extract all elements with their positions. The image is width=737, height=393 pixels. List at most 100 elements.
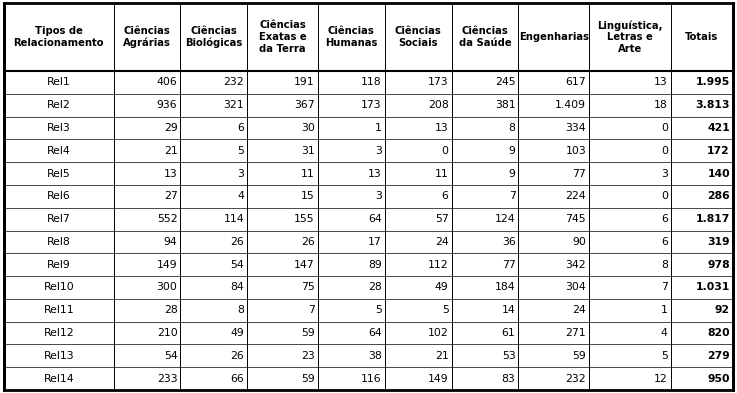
Text: 233: 233 <box>157 374 178 384</box>
Text: 11: 11 <box>301 169 315 178</box>
Text: Rel1: Rel1 <box>47 77 71 87</box>
Text: 89: 89 <box>368 260 382 270</box>
Text: 3: 3 <box>661 169 668 178</box>
Text: 232: 232 <box>565 374 586 384</box>
Text: 0: 0 <box>661 191 668 201</box>
Text: 4: 4 <box>237 191 244 201</box>
Text: 304: 304 <box>565 283 586 292</box>
Text: 0: 0 <box>661 123 668 133</box>
Text: 49: 49 <box>435 283 449 292</box>
Text: 279: 279 <box>708 351 730 361</box>
Text: 5: 5 <box>661 351 668 361</box>
Text: 1: 1 <box>375 123 382 133</box>
Text: Rel4: Rel4 <box>47 146 71 156</box>
Text: 7: 7 <box>509 191 515 201</box>
Text: 59: 59 <box>301 374 315 384</box>
Text: 31: 31 <box>301 146 315 156</box>
Text: 5: 5 <box>237 146 244 156</box>
Text: Rel9: Rel9 <box>47 260 71 270</box>
Text: 49: 49 <box>231 328 244 338</box>
Text: 184: 184 <box>495 283 515 292</box>
Text: 3: 3 <box>375 191 382 201</box>
Text: Ciências
Exatas e
da Terra: Ciências Exatas e da Terra <box>259 20 307 53</box>
Text: 406: 406 <box>157 77 178 87</box>
Text: Rel5: Rel5 <box>47 169 71 178</box>
Text: Totais: Totais <box>685 32 719 42</box>
Text: 59: 59 <box>301 328 315 338</box>
Text: 75: 75 <box>301 283 315 292</box>
Text: 7: 7 <box>308 305 315 315</box>
Text: 59: 59 <box>573 351 586 361</box>
Text: 232: 232 <box>224 77 244 87</box>
Text: 114: 114 <box>224 214 244 224</box>
Text: 27: 27 <box>164 191 178 201</box>
Text: 61: 61 <box>502 328 515 338</box>
Text: Rel8: Rel8 <box>47 237 71 247</box>
Text: 103: 103 <box>565 146 586 156</box>
Text: Ciências
Biológicas: Ciências Biológicas <box>185 26 242 48</box>
Text: 13: 13 <box>435 123 449 133</box>
Text: 7: 7 <box>661 283 668 292</box>
Text: 6: 6 <box>237 123 244 133</box>
Text: Ciências
da Saúde: Ciências da Saúde <box>458 26 511 48</box>
Text: Ciências
Sociais: Ciências Sociais <box>395 26 441 48</box>
Text: 334: 334 <box>565 123 586 133</box>
Text: 53: 53 <box>502 351 515 361</box>
Text: 820: 820 <box>708 328 730 338</box>
Text: Ciências
Agrárias: Ciências Agrárias <box>123 26 171 48</box>
Text: 978: 978 <box>708 260 730 270</box>
Text: 1.409: 1.409 <box>555 100 586 110</box>
Text: Ciências
Humanas: Ciências Humanas <box>325 26 377 48</box>
Text: 342: 342 <box>565 260 586 270</box>
Text: 84: 84 <box>231 283 244 292</box>
Text: 6: 6 <box>441 191 449 201</box>
Text: 54: 54 <box>164 351 178 361</box>
Text: 210: 210 <box>157 328 178 338</box>
Text: 6: 6 <box>661 237 668 247</box>
Text: 77: 77 <box>573 169 586 178</box>
Text: 11: 11 <box>435 169 449 178</box>
Text: 149: 149 <box>157 260 178 270</box>
Text: Rel2: Rel2 <box>47 100 71 110</box>
Text: 29: 29 <box>164 123 178 133</box>
Text: 3: 3 <box>375 146 382 156</box>
Text: 18: 18 <box>654 100 668 110</box>
Text: 421: 421 <box>708 123 730 133</box>
Text: 3: 3 <box>237 169 244 178</box>
Text: 1.031: 1.031 <box>696 283 730 292</box>
Text: 54: 54 <box>231 260 244 270</box>
Text: 64: 64 <box>368 214 382 224</box>
Text: Rel10: Rel10 <box>43 283 74 292</box>
Text: 26: 26 <box>231 237 244 247</box>
Text: 8: 8 <box>237 305 244 315</box>
Text: 208: 208 <box>428 100 449 110</box>
Text: 321: 321 <box>224 100 244 110</box>
Text: 245: 245 <box>495 77 515 87</box>
Text: 66: 66 <box>231 374 244 384</box>
Text: 950: 950 <box>708 374 730 384</box>
Text: 4: 4 <box>661 328 668 338</box>
Text: 1: 1 <box>661 305 668 315</box>
Text: 140: 140 <box>708 169 730 178</box>
Text: 77: 77 <box>502 260 515 270</box>
Text: Rel3: Rel3 <box>47 123 71 133</box>
Text: 28: 28 <box>368 283 382 292</box>
Text: 5: 5 <box>441 305 449 315</box>
Text: 13: 13 <box>164 169 178 178</box>
Text: 13: 13 <box>368 169 382 178</box>
Text: 90: 90 <box>572 237 586 247</box>
Text: 12: 12 <box>654 374 668 384</box>
Text: 271: 271 <box>565 328 586 338</box>
Text: 94: 94 <box>164 237 178 247</box>
Text: 0: 0 <box>661 146 668 156</box>
Text: Engenharias: Engenharias <box>519 32 589 42</box>
Text: 102: 102 <box>428 328 449 338</box>
Text: 36: 36 <box>502 237 515 247</box>
Text: 617: 617 <box>565 77 586 87</box>
Text: 15: 15 <box>301 191 315 201</box>
Text: 173: 173 <box>361 100 382 110</box>
Text: 24: 24 <box>435 237 449 247</box>
Text: 57: 57 <box>435 214 449 224</box>
Text: 155: 155 <box>294 214 315 224</box>
Text: 173: 173 <box>428 77 449 87</box>
